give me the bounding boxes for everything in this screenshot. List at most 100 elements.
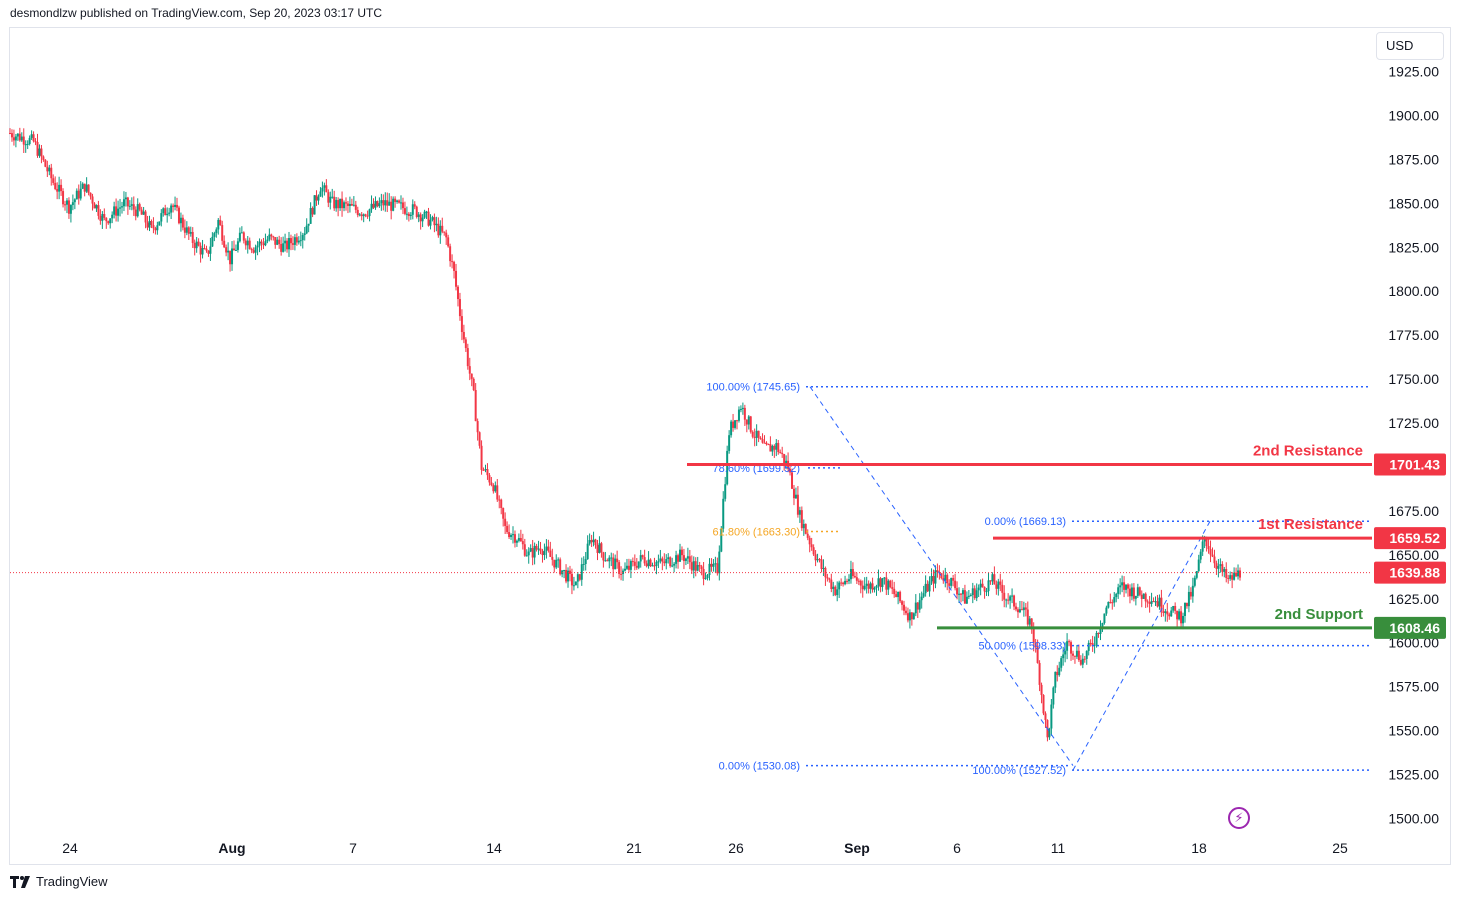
candle-body [130,204,133,206]
candle-body [366,215,369,217]
price-tag [1374,527,1446,550]
fib-label: 0.00% (1530.08) [719,761,800,773]
candle-body [971,588,974,596]
candle-body [616,558,619,563]
tradingview-logo-icon [10,875,30,888]
candle-body [502,507,505,519]
candle-body [295,237,298,243]
candle-body [824,567,827,578]
candle-body [413,204,416,207]
candle-body [158,221,161,226]
candle-body [635,565,638,568]
candle-body [246,240,249,246]
candle-body [1026,609,1029,625]
candle-body [910,612,913,620]
candle-body [718,551,721,574]
candle-body [480,445,483,470]
candle-body [956,588,959,595]
candle-body [1140,594,1143,599]
candle-body [944,574,947,581]
candle-body [1172,605,1175,611]
candle-body [849,569,852,580]
candle-body [895,594,898,598]
candle-body [394,198,397,202]
price-tag [1374,453,1446,476]
candle-body [1048,728,1051,738]
candle-body [407,213,410,217]
candle-body [325,185,328,193]
candle-body [961,590,964,595]
candle-body [282,243,285,252]
candle-body [447,237,450,247]
fib-trend-line [1072,520,1211,771]
candle-body [181,217,184,228]
candle-body [553,559,556,568]
candle-body [661,558,664,562]
candle-body [238,232,241,242]
candle-body [1103,613,1106,624]
candle-body [995,584,998,589]
candle-body [1225,569,1228,578]
candle-body [75,190,78,200]
candle-body [863,585,866,590]
candle-body [313,195,316,215]
candle-body [185,227,188,233]
candle-body [602,552,605,561]
candle-body [651,565,654,567]
candle-body [586,543,589,560]
candle-body [189,231,192,234]
y-tick-label: 1775.00 [1388,327,1439,343]
candle-body [195,241,198,249]
candle-body [1136,587,1139,596]
candle-body [710,563,713,567]
candle-body [578,574,581,580]
candle-body [794,494,797,499]
candle-body [840,582,843,584]
candle-body [565,570,568,582]
candle-body [506,525,509,533]
candle-body [1034,642,1037,647]
candle-body [1215,563,1218,569]
candle-body [604,560,607,562]
candle-body [810,544,813,548]
candle-body [136,204,139,217]
candle-body [629,561,632,570]
candle-body [293,237,296,245]
candle-body [372,203,375,208]
candle-body [346,203,349,206]
chart-frame [9,27,1451,865]
candle-body [627,565,630,570]
tradingview-footer[interactable]: TradingView [10,874,108,889]
candle-body [138,204,141,210]
candle-body [1156,601,1159,607]
candle-body [555,559,558,568]
candle-body [1115,593,1118,598]
candle-body [113,206,116,215]
candle-body [122,199,125,207]
candle-body [694,561,697,571]
candle-body [388,201,391,206]
candle-body [423,211,426,218]
candle-body [1235,572,1238,577]
candle-body [735,420,738,422]
candle-body [79,188,82,199]
currency-selector[interactable]: USD [1376,32,1444,60]
candle-body [248,240,251,249]
candle-body [808,537,811,545]
candle-body [875,585,878,588]
candle-body [93,203,96,209]
candle-body [364,214,367,216]
candle-body [594,539,597,546]
candle-body [62,191,65,205]
candle-body [519,538,522,542]
candle-body [417,214,420,217]
candle-body [12,137,15,141]
candle-body [134,209,137,217]
candle-body [280,244,283,252]
candle-body [34,141,37,143]
lightning-icon[interactable]: ⚡ [1228,807,1250,829]
candle-body [309,208,312,224]
candle-body [1128,588,1131,597]
candle-body [486,469,489,476]
